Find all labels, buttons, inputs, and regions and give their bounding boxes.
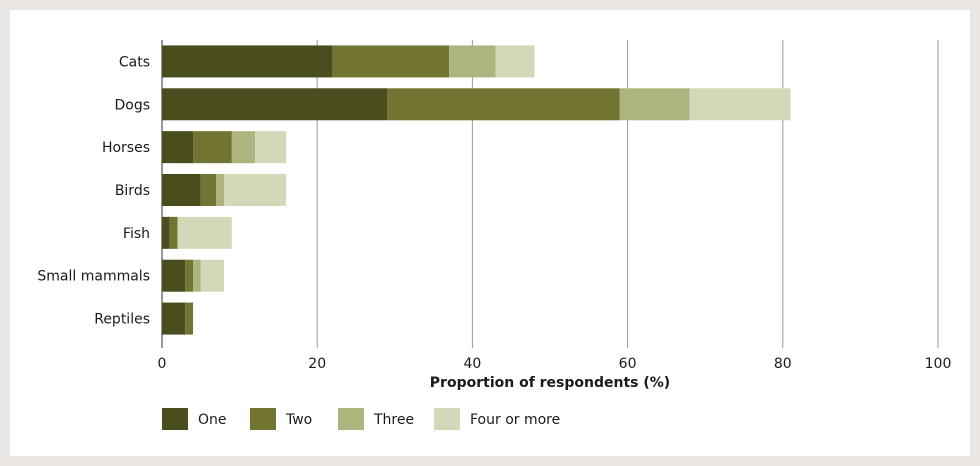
bar-small-mammals-series-2 bbox=[185, 259, 194, 292]
bar-horses-series-1 bbox=[162, 131, 194, 164]
bar-birds-series-2 bbox=[200, 174, 217, 206]
bar-small-mammals-series-1 bbox=[162, 259, 186, 292]
bar-reptiles-series-1 bbox=[162, 302, 186, 335]
legend-label: Four or more bbox=[470, 412, 560, 428]
category-label: Cats bbox=[119, 54, 150, 70]
x-tick-label: 80 bbox=[774, 356, 792, 372]
bar-horses-series-2 bbox=[193, 131, 232, 164]
category-label: Birds bbox=[115, 183, 150, 199]
bar-horses-series-3 bbox=[231, 131, 256, 164]
chart-card: Cats Dogs Horses Birds Fish Small mammals Rept… bbox=[10, 10, 970, 456]
bar-cats-series-3 bbox=[449, 45, 496, 78]
category-label: Reptiles bbox=[94, 312, 150, 328]
legend-item-3: Three bbox=[338, 408, 414, 430]
x-tick-label: 60 bbox=[619, 356, 637, 372]
category-label: Fish bbox=[123, 226, 150, 242]
bar-birds-series-3 bbox=[216, 174, 225, 206]
bar-fish-series-1 bbox=[162, 216, 170, 249]
legend-label: Two bbox=[285, 412, 312, 428]
legend-item-1: One bbox=[162, 408, 227, 430]
bars bbox=[162, 45, 791, 335]
x-tick-label: 0 bbox=[158, 356, 167, 372]
legend-swatch bbox=[250, 408, 276, 430]
bar-birds-series-4 bbox=[224, 174, 287, 206]
bar-cats-series-2 bbox=[332, 45, 450, 78]
bar-horses-series-4 bbox=[255, 131, 287, 164]
bar-dogs-series-4 bbox=[689, 88, 791, 121]
bar-dogs-series-3 bbox=[619, 88, 690, 121]
bar-birds-series-1 bbox=[162, 174, 201, 206]
legend-swatch bbox=[434, 408, 460, 430]
category-label: Small mammals bbox=[37, 269, 150, 285]
bar-dogs-series-2 bbox=[387, 88, 620, 121]
bar-reptiles-series-2 bbox=[185, 302, 194, 335]
bar-dogs-series-1 bbox=[162, 88, 388, 121]
x-tick-label: 40 bbox=[463, 356, 481, 372]
bar-cats-series-4 bbox=[495, 45, 535, 78]
category-label: Dogs bbox=[114, 97, 150, 113]
bar-fish-series-4 bbox=[177, 216, 232, 249]
legend: One Two Three Four or more bbox=[162, 408, 560, 430]
x-tick-labels: 0 20 40 60 80 100 bbox=[158, 356, 952, 372]
stacked-bar-chart: Cats Dogs Horses Birds Fish Small mammals Rept… bbox=[37, 40, 952, 430]
category-labels: Cats Dogs Horses Birds Fish Small mammals Rept… bbox=[37, 54, 150, 327]
legend-item-2: Two bbox=[250, 408, 312, 430]
legend-label: One bbox=[198, 412, 227, 428]
x-tick-label: 100 bbox=[925, 356, 952, 372]
legend-swatch bbox=[162, 408, 188, 430]
x-axis-title: Proportion of respondents (%) bbox=[430, 375, 670, 391]
category-label: Horses bbox=[102, 140, 150, 156]
bar-fish-series-2 bbox=[169, 216, 178, 249]
legend-swatch bbox=[338, 408, 364, 430]
bar-small-mammals-series-3 bbox=[193, 259, 201, 292]
legend-label: Three bbox=[373, 412, 414, 428]
bar-cats-series-1 bbox=[162, 45, 333, 78]
legend-item-4: Four or more bbox=[434, 408, 560, 430]
x-tick-label: 20 bbox=[308, 356, 326, 372]
bar-small-mammals-series-4 bbox=[200, 259, 225, 292]
